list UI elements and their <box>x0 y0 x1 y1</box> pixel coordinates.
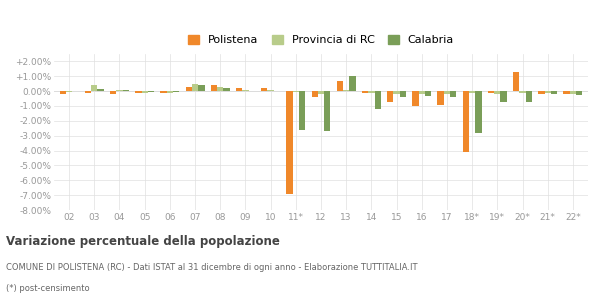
Bar <box>85 91 91 93</box>
Bar <box>469 91 475 93</box>
Bar <box>242 90 248 91</box>
Bar <box>122 90 129 91</box>
Bar <box>368 91 374 93</box>
Bar <box>185 87 192 91</box>
Text: Variazione percentuale della popolazione: Variazione percentuale della popolazione <box>6 235 280 248</box>
Bar <box>349 76 356 91</box>
Bar <box>135 91 142 93</box>
Bar <box>211 85 217 91</box>
Bar <box>142 91 148 93</box>
Bar <box>570 91 576 94</box>
Bar <box>563 91 570 94</box>
Legend: Polistena, Provincia di RC, Calabria: Polistena, Provincia di RC, Calabria <box>188 35 454 45</box>
Bar <box>526 91 532 101</box>
Bar <box>324 91 331 131</box>
Bar <box>173 91 179 92</box>
Bar <box>167 91 173 93</box>
Bar <box>110 91 116 94</box>
Bar <box>337 81 343 91</box>
Bar <box>538 91 545 94</box>
Bar <box>551 91 557 94</box>
Bar <box>293 91 299 92</box>
Bar <box>545 91 551 93</box>
Text: COMUNE DI POLISTENA (RC) - Dati ISTAT al 31 dicembre di ogni anno - Elaborazione: COMUNE DI POLISTENA (RC) - Dati ISTAT al… <box>6 263 418 272</box>
Bar <box>437 91 444 104</box>
Bar <box>148 91 154 92</box>
Bar <box>500 91 507 102</box>
Text: (*) post-censimento: (*) post-censimento <box>6 284 89 293</box>
Bar <box>520 91 526 93</box>
Bar <box>362 91 368 93</box>
Bar <box>97 89 104 91</box>
Bar <box>223 88 230 91</box>
Bar <box>444 91 450 94</box>
Bar <box>412 91 419 106</box>
Bar <box>475 91 482 133</box>
Bar <box>419 91 425 94</box>
Bar <box>286 91 293 194</box>
Bar <box>387 91 394 101</box>
Bar <box>198 85 205 91</box>
Bar <box>450 91 457 97</box>
Bar <box>488 91 494 93</box>
Bar <box>116 90 122 91</box>
Bar <box>236 88 242 91</box>
Bar <box>261 88 268 91</box>
Bar <box>374 91 381 109</box>
Bar <box>513 72 520 91</box>
Bar <box>66 91 72 92</box>
Bar <box>394 91 400 94</box>
Bar <box>268 90 274 91</box>
Bar <box>318 91 324 94</box>
Bar <box>160 91 167 93</box>
Bar <box>343 90 349 91</box>
Bar <box>463 91 469 152</box>
Bar <box>299 91 305 130</box>
Bar <box>59 91 66 94</box>
Bar <box>91 85 97 91</box>
Bar <box>400 91 406 97</box>
Bar <box>425 91 431 96</box>
Bar <box>494 91 500 94</box>
Bar <box>576 91 583 95</box>
Bar <box>311 91 318 97</box>
Bar <box>192 85 198 91</box>
Bar <box>217 87 223 91</box>
